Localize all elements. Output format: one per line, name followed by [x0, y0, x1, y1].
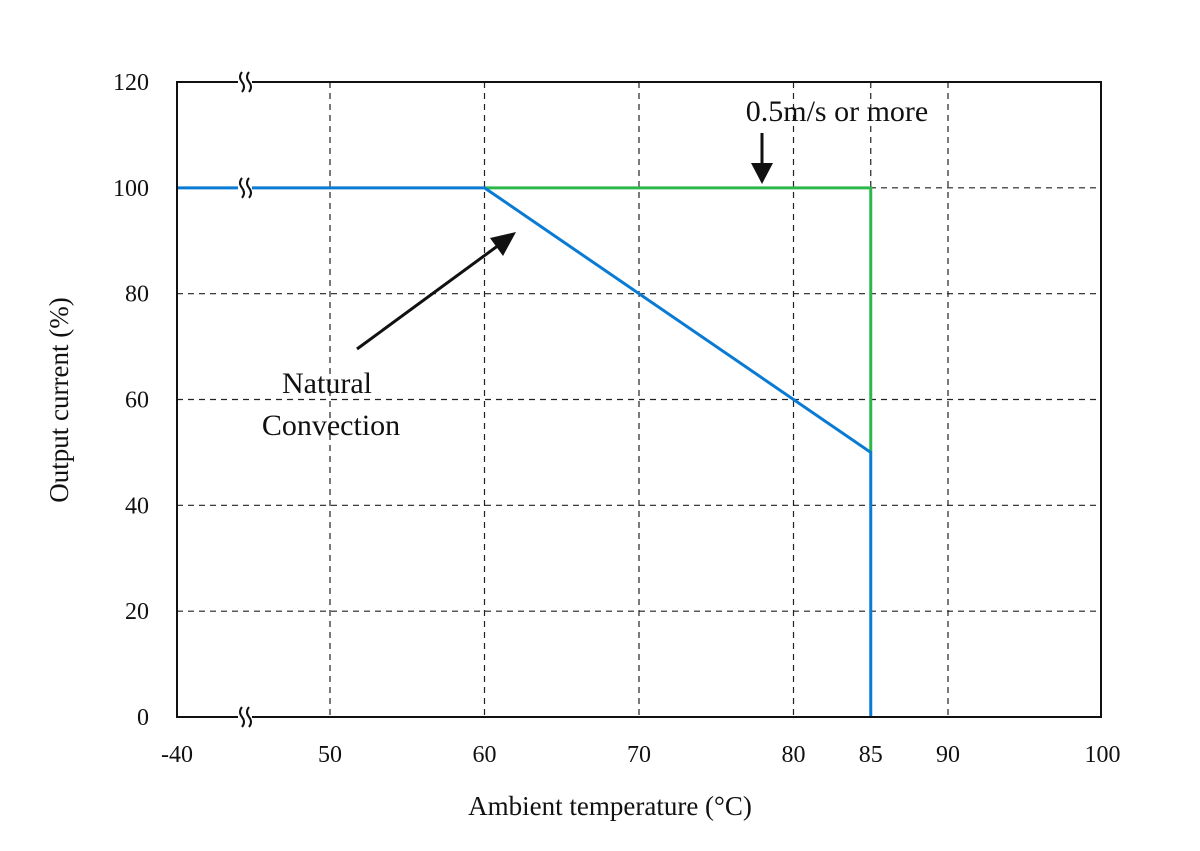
axis-break-icon — [239, 706, 252, 728]
x-tick-label: 50 — [318, 742, 342, 768]
arrow-natural-convection — [356, 240, 504, 351]
x-tick-label: 85 — [859, 742, 883, 768]
y-tick-label: 120 — [113, 70, 149, 96]
series-line-natural — [177, 186, 873, 717]
arrowhead-forced-air — [751, 163, 773, 184]
axis-break-icon — [239, 177, 252, 199]
tick-labels: -40 50 60 70 80 85 90 100 0 20 40 60 80 100 120 — [113, 70, 1121, 768]
axis-break-marks — [238, 71, 252, 728]
series-layer — [177, 186, 873, 717]
annotation-forced-air: 0.5m/s or more — [746, 95, 928, 128]
annotation-natural-line1: Natural — [282, 367, 372, 400]
axis-break-gap — [238, 707, 252, 727]
y-tick-label: 60 — [125, 388, 149, 414]
plot-frame — [176, 81, 1102, 718]
series-line-forced — [484, 186, 873, 453]
axis-break-icon — [239, 71, 252, 93]
x-tick-label: -40 — [161, 742, 193, 768]
annotation-natural-line2: Convection — [262, 409, 400, 442]
x-tick-label: 100 — [1085, 742, 1121, 768]
x-axis-label: Ambient temperature (°C) — [468, 791, 752, 821]
y-tick-label: 0 — [137, 705, 149, 731]
y-tick-label: 100 — [113, 176, 149, 202]
arrowhead-natural-convection — [490, 232, 516, 256]
x-tick-label: 60 — [473, 742, 497, 768]
x-tick-label: 70 — [627, 742, 651, 768]
y-tick-label: 80 — [125, 282, 149, 308]
x-tick-label: 80 — [782, 742, 806, 768]
y-tick-label: 20 — [125, 599, 149, 625]
y-tick-label: 40 — [125, 493, 149, 519]
axis-break-gap — [238, 72, 252, 92]
y-axis-label: Output current (%) — [44, 297, 74, 502]
axis-break-gap — [238, 177, 252, 198]
x-tick-label: 90 — [936, 742, 960, 768]
